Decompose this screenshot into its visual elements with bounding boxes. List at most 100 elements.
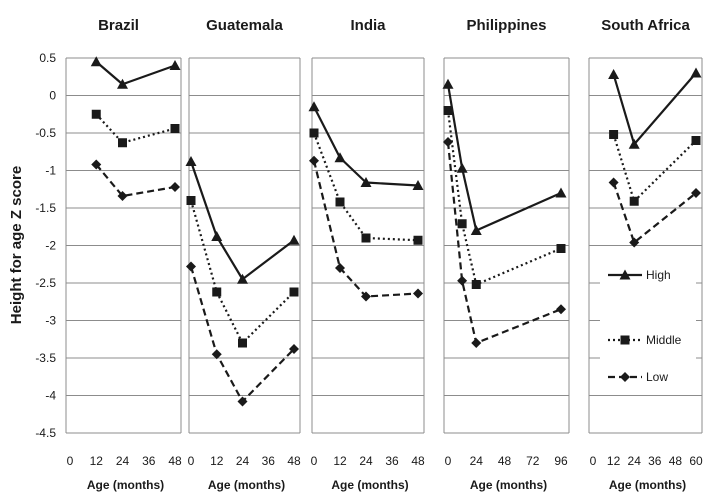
data-point xyxy=(629,196,639,206)
panel-title: South Africa xyxy=(601,17,690,34)
series-middle xyxy=(609,130,701,206)
y-tick-label: -0.5 xyxy=(35,126,56,140)
series-high xyxy=(185,156,300,284)
legend-entry-low: Low xyxy=(608,370,668,384)
x-axis-label: Age (months) xyxy=(87,478,164,492)
panel-title: Philippines xyxy=(466,17,546,34)
data-point xyxy=(361,233,371,243)
data-point xyxy=(308,101,320,112)
series-low xyxy=(608,177,701,248)
data-point xyxy=(211,349,222,360)
series-line xyxy=(446,84,562,232)
legend-label: Low xyxy=(646,370,668,384)
data-point xyxy=(457,275,468,286)
x-tick-label: 24 xyxy=(236,454,250,468)
series-low xyxy=(309,155,423,302)
x-tick-label: 60 xyxy=(689,454,703,468)
series-low xyxy=(91,159,180,201)
data-point xyxy=(238,338,247,348)
data-point xyxy=(608,177,619,188)
data-point xyxy=(117,191,128,201)
x-tick-label: 12 xyxy=(210,454,224,468)
x-tick-label: 0 xyxy=(311,454,318,468)
series-high xyxy=(90,56,181,89)
y-tick-label: -1.5 xyxy=(35,201,56,215)
x-tick-label: 24 xyxy=(628,454,642,468)
data-point xyxy=(360,177,372,187)
x-tick-label: 48 xyxy=(669,454,683,468)
y-tick-label: -4 xyxy=(45,389,56,403)
data-point xyxy=(289,344,299,354)
x-tick-label: 12 xyxy=(333,454,347,468)
series-high xyxy=(442,78,567,235)
y-tick-label: -4.5 xyxy=(35,426,56,440)
data-point xyxy=(91,109,101,119)
data-point xyxy=(211,231,223,241)
data-point xyxy=(691,188,701,198)
data-point xyxy=(237,273,248,284)
series-low xyxy=(186,261,299,407)
x-tick-label: 96 xyxy=(554,454,568,468)
legend-marker xyxy=(619,269,631,280)
panel-brazil: Brazil 0 12 24 36 48 Age (months) xyxy=(65,17,182,492)
series-middle xyxy=(91,109,180,148)
data-point xyxy=(691,136,701,145)
legend-background xyxy=(600,262,696,388)
series-line xyxy=(95,163,176,198)
data-point xyxy=(471,338,482,348)
data-point xyxy=(117,78,128,89)
data-point xyxy=(118,138,127,148)
data-point xyxy=(169,60,181,70)
x-axis-label: Age (months) xyxy=(609,478,686,492)
data-point xyxy=(186,196,196,205)
x-tick-label: 48 xyxy=(498,454,512,468)
data-point xyxy=(309,155,319,166)
data-point xyxy=(91,159,102,170)
x-tick-label: 36 xyxy=(142,454,156,468)
x-axis-label: Age (months) xyxy=(331,478,408,492)
data-point xyxy=(289,287,299,297)
x-tick-label: 0 xyxy=(188,454,195,468)
series-high xyxy=(308,101,424,190)
y-tick-label: 0.5 xyxy=(39,51,56,65)
y-tick-label: -3 xyxy=(45,314,56,328)
series-line xyxy=(95,60,176,86)
data-point xyxy=(361,291,371,302)
data-point xyxy=(413,288,423,299)
x-tick-label: 12 xyxy=(90,454,104,468)
data-point xyxy=(556,304,566,315)
legend-label: Middle xyxy=(646,333,682,347)
panel-title: Guatemala xyxy=(206,17,283,34)
panel-philippines: Philippines 0 24 48 72 96 Age (months) xyxy=(442,17,570,492)
data-point xyxy=(556,244,566,253)
x-tick-label: 36 xyxy=(648,454,662,468)
data-point xyxy=(334,152,346,163)
x-tick-label: 24 xyxy=(359,454,373,468)
y-tick-label: -3.5 xyxy=(35,351,56,365)
y-tick-label: -1 xyxy=(45,164,56,178)
data-point xyxy=(443,137,453,147)
legend-label: High xyxy=(646,268,671,282)
x-tick-label: 0 xyxy=(67,454,74,468)
x-tick-label: 36 xyxy=(262,454,276,468)
data-point xyxy=(456,162,468,173)
panel-title: Brazil xyxy=(98,17,139,34)
legend-marker xyxy=(620,372,630,382)
x-tick-label: 48 xyxy=(168,454,182,468)
data-point xyxy=(470,225,482,235)
legend-entry-high: High xyxy=(608,268,671,282)
data-point xyxy=(335,197,345,207)
data-point xyxy=(237,396,248,407)
data-point xyxy=(170,182,180,192)
series-line xyxy=(95,113,176,144)
panel-title: India xyxy=(350,17,386,34)
series-line xyxy=(446,141,562,345)
y-axis-label: Height for age Z score xyxy=(8,166,25,324)
data-point xyxy=(212,287,222,297)
data-point xyxy=(555,187,567,198)
legend-entry-middle: Middle xyxy=(608,333,682,347)
data-point xyxy=(90,56,102,67)
y-tick-label: -2.5 xyxy=(35,276,56,290)
panels: Brazil 0 12 24 36 48 Age (months) Guatemala 0 12 2… xyxy=(65,17,703,492)
